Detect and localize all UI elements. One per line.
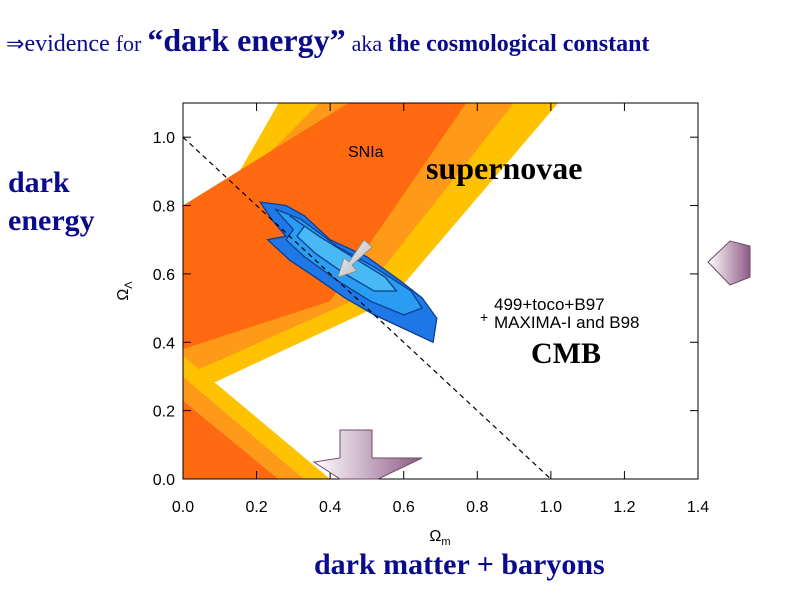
- dark-energy-label: dark energy: [8, 164, 95, 240]
- y-tick-label: 0.0: [153, 472, 175, 489]
- headline-aka: aka: [351, 31, 383, 56]
- cmb-contour-core: [289, 215, 398, 292]
- plot-frame: [182, 102, 699, 480]
- headline-dark-energy: “dark energy”: [147, 22, 346, 58]
- snia-label: SNIa: [348, 144, 384, 161]
- x-tick-label: 0.8: [466, 499, 488, 516]
- implies-arrow-icon: ⇒: [6, 31, 25, 56]
- cmb-dataset-line1: 499+toco+B97: [494, 295, 605, 314]
- dark-energy-label-line1: dark: [8, 166, 70, 199]
- flat-universe-line: [182, 136, 552, 480]
- cmb-label: CMB: [531, 337, 601, 370]
- down-pointing-arrow-icon: [312, 429, 423, 480]
- snia-band-lower-outer: [183, 355, 331, 479]
- x-tick-label: 0.4: [319, 499, 341, 516]
- right-pointing-arrow-icon: [707, 240, 751, 286]
- x-tick-label: 1.0: [540, 499, 562, 516]
- x-tick-label: 0.0: [172, 499, 194, 516]
- dark-matter-baryons-label: dark matter + baryons: [314, 548, 605, 581]
- cmb-dataset-line2: MAXIMA-I and B98: [494, 313, 640, 332]
- x-tick-label: 1.2: [613, 499, 635, 516]
- dark-energy-label-line2: energy: [8, 204, 95, 237]
- x-axis-label: Ωm: [429, 528, 450, 548]
- plot-area: [183, 103, 559, 479]
- headline-cosmological-constant: cosmological constant: [426, 31, 650, 57]
- best-fit-pointer-arrow-icon: [337, 239, 373, 278]
- x-tick-label: 0.2: [245, 499, 267, 516]
- cmb-plus-sign: +: [480, 309, 488, 325]
- y-tick-label: 1.0: [153, 130, 175, 147]
- headline: ⇒evidence for “dark energy” aka the cosm…: [6, 22, 649, 62]
- y-axis-ticks: 0.0 0.2 0.4 0.6 0.8 1.0: [153, 130, 698, 489]
- y-tick-label: 0.6: [153, 267, 175, 284]
- x-axis-ticks: 0.0 0.2 0.4 0.6 0.8 1.0 1.2 1.4: [172, 103, 709, 516]
- snia-band-inner: [183, 103, 467, 350]
- headline-the: the: [388, 31, 421, 57]
- x-tick-label: 1.4: [687, 499, 709, 516]
- snia-bands: [183, 103, 559, 479]
- y-tick-label: 0.2: [153, 404, 175, 421]
- y-axis-label: ΩΛ: [115, 281, 135, 301]
- snia-band-lower-inner: [183, 400, 279, 479]
- headline-for: for: [115, 31, 142, 56]
- supernovae-label: supernovae: [426, 150, 582, 186]
- y-tick-label: 0.8: [153, 199, 175, 216]
- headline-evidence: evidence: [24, 31, 110, 57]
- y-tick-label: 0.4: [153, 335, 175, 352]
- x-tick-label: 0.6: [393, 499, 415, 516]
